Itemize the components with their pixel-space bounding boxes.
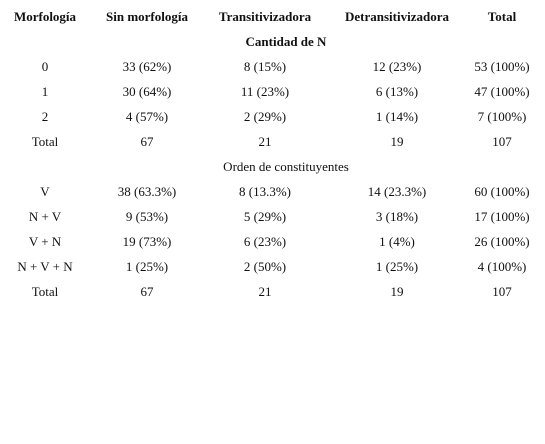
table-cell: 0 — [41, 59, 49, 74]
table-cell: V — [40, 184, 50, 199]
table-cell: 12 (23%) — [372, 59, 422, 74]
column-header: Detransitivizadora — [345, 9, 449, 24]
table-cell: N + V — [28, 209, 62, 224]
table-cell: N + V + N — [17, 259, 73, 274]
table-cell: 1 (25%) — [375, 259, 419, 274]
column-header: Transitivizadora — [218, 9, 312, 24]
table-cell: 38 (63.3%) — [117, 184, 177, 199]
table-cell: 53 (100%) — [474, 59, 530, 74]
table-cell: 1 (4%) — [379, 234, 415, 249]
table-cell: 107 — [492, 134, 512, 149]
table-cell: Total — [31, 134, 59, 149]
table-cell: 11 (23%) — [240, 84, 290, 99]
table-cell: 2 (29%) — [243, 109, 287, 124]
table-cell: 4 (100%) — [477, 259, 527, 274]
table-cell: V + N — [28, 234, 62, 249]
table-cell: 5 (29%) — [243, 209, 287, 224]
table-cell: 3 (18%) — [375, 209, 419, 224]
column-header: Total — [487, 9, 517, 24]
table-cell: 1 (14%) — [375, 109, 419, 124]
table-cell: 2 (50%) — [243, 259, 287, 274]
table-cell: Total — [31, 284, 59, 299]
table-cell: 2 — [41, 109, 49, 124]
table-cell: 67 — [140, 134, 154, 149]
table-cell: 6 (23%) — [243, 234, 287, 249]
column-header: Morfología — [13, 9, 77, 24]
table-cell: 60 (100%) — [474, 184, 530, 199]
table-cell: 6 (13%) — [375, 84, 419, 99]
table-cell: 8 (13.3%) — [239, 184, 291, 199]
column-header: Sin morfología — [106, 9, 188, 24]
table-cell: 7 (100%) — [477, 109, 527, 124]
table-cell: 67 — [140, 284, 154, 299]
table-cell: 107 — [492, 284, 512, 299]
table-cell: 14 (23.3%) — [367, 184, 427, 199]
table-cell: 19 (73%) — [122, 234, 172, 249]
table-cell: 1 (25%) — [125, 259, 169, 274]
table-cell: 9 (53%) — [125, 209, 169, 224]
table-cell: 1 — [41, 84, 49, 99]
table-cell: 47 (100%) — [474, 84, 530, 99]
table-cell: 26 (100%) — [474, 234, 530, 249]
table-cell: 21 — [258, 134, 272, 149]
section-title: Orden de constituyentes — [223, 159, 349, 174]
table-cell: 21 — [258, 284, 272, 299]
table-cell: 19 — [390, 134, 404, 149]
table-cell: 8 (15%) — [243, 59, 287, 74]
table-cell: 30 (64%) — [122, 84, 172, 99]
table-cell: 33 (62%) — [122, 59, 172, 74]
table-cell: 19 — [390, 284, 404, 299]
table-cell: 17 (100%) — [474, 209, 530, 224]
section-title: Cantidad de N — [245, 34, 327, 49]
table-cell: 4 (57%) — [125, 109, 169, 124]
